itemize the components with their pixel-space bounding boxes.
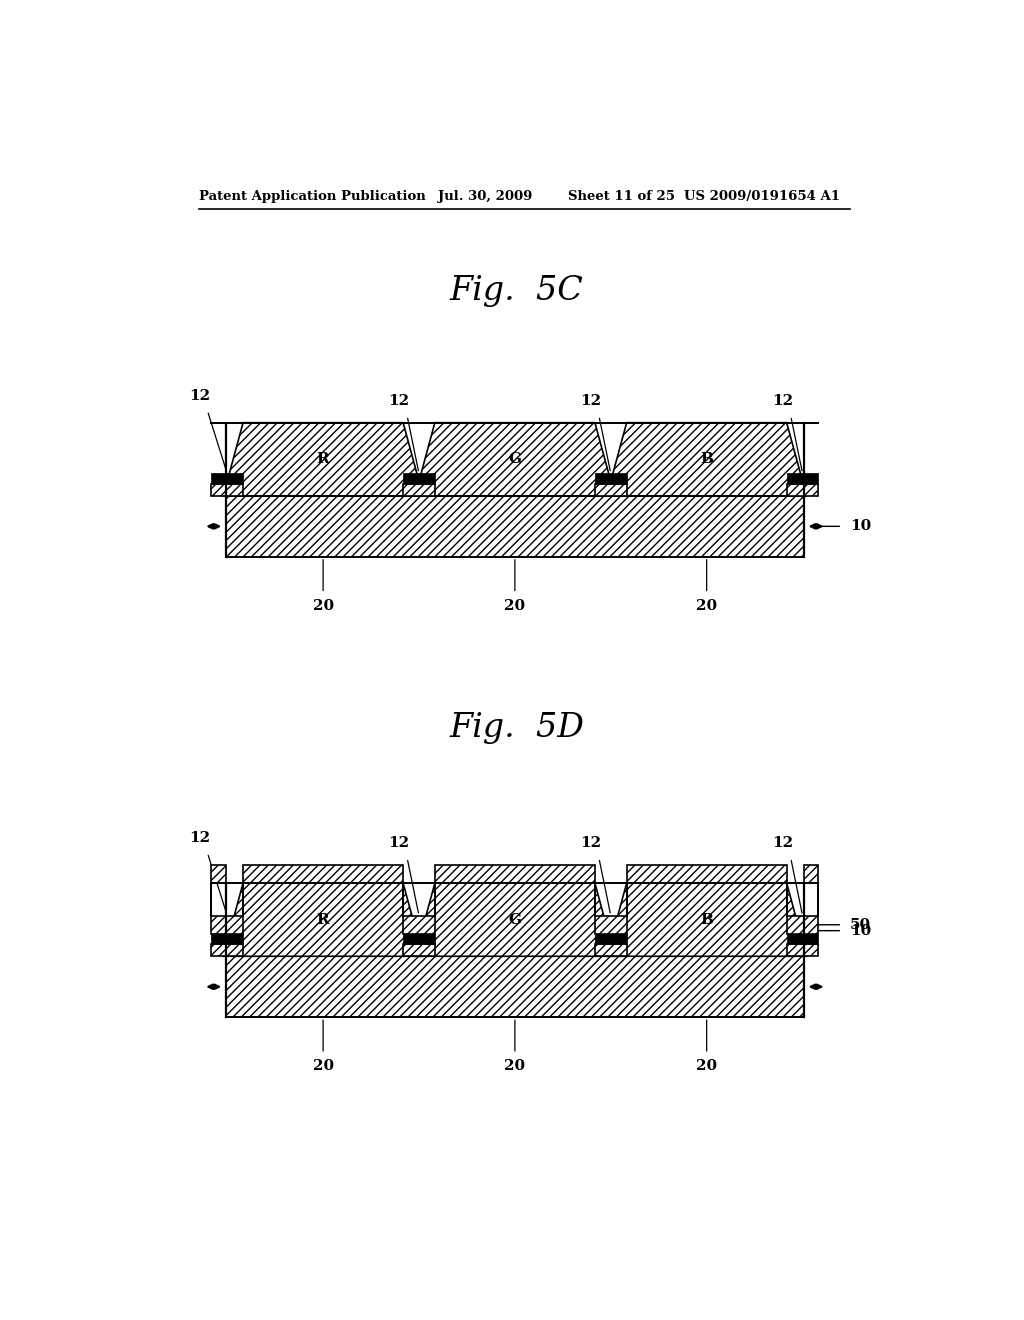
Text: 12: 12 xyxy=(388,837,410,850)
Text: B: B xyxy=(700,453,713,466)
Text: R: R xyxy=(316,453,330,466)
Text: 20: 20 xyxy=(504,1059,525,1073)
Text: 20: 20 xyxy=(312,1059,334,1073)
Polygon shape xyxy=(786,483,818,496)
Polygon shape xyxy=(211,865,818,935)
Text: 20: 20 xyxy=(696,1059,717,1073)
Polygon shape xyxy=(595,483,627,496)
Text: 10: 10 xyxy=(850,519,871,533)
Text: Fig.  5C: Fig. 5C xyxy=(450,275,584,306)
Polygon shape xyxy=(403,935,435,944)
Polygon shape xyxy=(595,935,627,944)
Text: 12: 12 xyxy=(188,832,210,845)
Polygon shape xyxy=(607,883,807,956)
Polygon shape xyxy=(607,422,807,496)
Text: Patent Application Publication: Patent Application Publication xyxy=(200,190,426,202)
Text: 12: 12 xyxy=(581,395,601,408)
Text: 12: 12 xyxy=(388,395,410,408)
Polygon shape xyxy=(225,956,804,1018)
Polygon shape xyxy=(595,944,627,956)
Polygon shape xyxy=(415,422,614,496)
Polygon shape xyxy=(403,483,435,496)
Text: Fig.  5D: Fig. 5D xyxy=(450,711,585,743)
Text: 50: 50 xyxy=(850,917,871,932)
Polygon shape xyxy=(225,496,804,557)
Text: R: R xyxy=(316,912,330,927)
Text: Sheet 11 of 25: Sheet 11 of 25 xyxy=(568,190,676,202)
Text: 12: 12 xyxy=(581,837,601,850)
Polygon shape xyxy=(223,422,423,496)
Polygon shape xyxy=(223,883,423,956)
Polygon shape xyxy=(786,944,818,956)
Polygon shape xyxy=(415,883,614,956)
Polygon shape xyxy=(595,474,627,483)
Polygon shape xyxy=(211,483,243,496)
Text: 20: 20 xyxy=(696,598,717,612)
Text: 10: 10 xyxy=(850,924,871,937)
Polygon shape xyxy=(786,935,818,944)
Text: G: G xyxy=(508,453,521,466)
Text: 12: 12 xyxy=(772,395,794,408)
Text: Jul. 30, 2009: Jul. 30, 2009 xyxy=(437,190,531,202)
Text: US 2009/0191654 A1: US 2009/0191654 A1 xyxy=(684,190,840,202)
Polygon shape xyxy=(403,944,435,956)
Text: 20: 20 xyxy=(504,598,525,612)
Polygon shape xyxy=(403,474,435,483)
Text: 12: 12 xyxy=(188,389,210,403)
Text: G: G xyxy=(508,912,521,927)
Text: 20: 20 xyxy=(312,598,334,612)
Polygon shape xyxy=(211,474,243,483)
Polygon shape xyxy=(211,944,243,956)
Text: B: B xyxy=(700,912,713,927)
Polygon shape xyxy=(211,935,243,944)
Polygon shape xyxy=(786,474,818,483)
Text: 12: 12 xyxy=(772,837,794,850)
